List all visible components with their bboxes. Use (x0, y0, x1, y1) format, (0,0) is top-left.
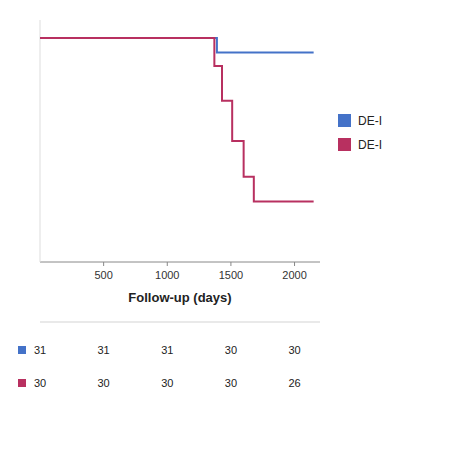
risk-count: 31 (34, 344, 46, 356)
risk-count: 31 (161, 344, 173, 356)
risk-count: 30 (34, 377, 46, 389)
x-tick-label: 1500 (219, 269, 243, 281)
risk-row-marker (18, 346, 26, 354)
risk-count: 31 (98, 344, 110, 356)
risk-row-marker (18, 379, 26, 387)
risk-count: 30 (288, 344, 300, 356)
legend: DE-I DE-I (338, 114, 382, 152)
risk-count: 30 (225, 344, 237, 356)
risk-count: 30 (98, 377, 110, 389)
x-tick (103, 262, 104, 266)
legend-label: DE-I (358, 114, 382, 128)
y-axis-line (40, 20, 41, 262)
plot-area (40, 38, 314, 202)
x-tick-label: 2000 (282, 269, 306, 281)
x-tick-label: 1000 (155, 269, 179, 281)
survival-line (40, 38, 314, 202)
x-tick (167, 262, 168, 266)
x-tick (294, 262, 295, 266)
separator (40, 322, 320, 323)
legend-label: DE-I (358, 138, 382, 152)
risk-count: 26 (288, 377, 300, 389)
x-tick (230, 262, 231, 266)
survival-line (40, 38, 314, 53)
risk-count: 30 (161, 377, 173, 389)
risk-count: 30 (225, 377, 237, 389)
x-axis-line (40, 262, 320, 263)
x-tick-label: 500 (94, 269, 112, 281)
x-axis-label: Follow-up (days) (128, 290, 231, 305)
legend-swatch (338, 114, 351, 127)
chart: 500 1000 1500 2000 Follow-up (days) DE-I DE-I 3… (0, 0, 474, 474)
legend-swatch (338, 138, 351, 151)
